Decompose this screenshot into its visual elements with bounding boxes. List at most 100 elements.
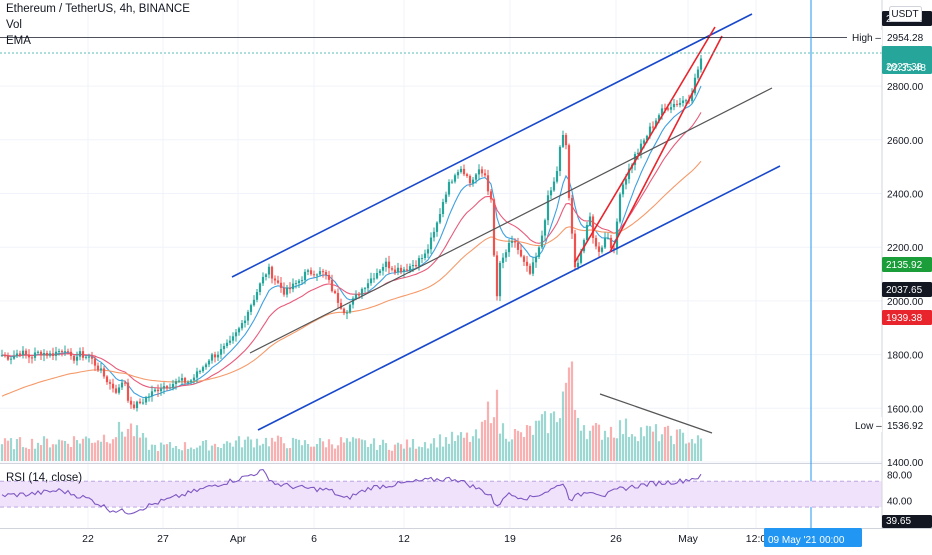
- trendline-drawings[interactable]: [0, 0, 882, 528]
- candle-up: [498, 262, 502, 297]
- candle-down: [594, 237, 598, 247]
- volume-bar: [549, 413, 553, 461]
- volume-bar: [51, 444, 55, 461]
- volume-bar: [291, 437, 295, 461]
- candle-down: [183, 378, 187, 383]
- candle-up: [306, 270, 310, 272]
- candle-up: [57, 351, 61, 353]
- volume-bar: [207, 450, 211, 461]
- candle-down: [156, 389, 160, 392]
- candle-up: [54, 351, 58, 356]
- rsi-current-badge: 39.65: [886, 516, 911, 527]
- volume-bar: [336, 445, 340, 461]
- candle-up: [420, 258, 424, 260]
- volume-bar: [537, 420, 541, 461]
- volume-bar: [543, 411, 547, 461]
- volume-bar: [42, 436, 46, 461]
- candle-down: [525, 261, 529, 266]
- candle-down: [612, 248, 616, 250]
- volume-bar: [138, 437, 142, 461]
- candle-down: [102, 368, 106, 377]
- volume-bar: [672, 444, 676, 461]
- high-value: 2954.28: [887, 33, 924, 44]
- candle-up: [408, 266, 412, 271]
- crosshair-date-badge-bg: [764, 528, 862, 547]
- candle-up: [576, 262, 580, 268]
- volume-bar: [390, 450, 394, 461]
- candle-up: [615, 221, 619, 250]
- volume-bar: [228, 442, 232, 461]
- candle-up: [417, 258, 421, 267]
- candle-down: [165, 386, 169, 389]
- symbol-title[interactable]: Ethereum / TetherUS, 4h, BINANCE: [6, 3, 190, 15]
- volume-bar: [363, 440, 367, 461]
- ema-indicator-label[interactable]: EMA: [6, 35, 31, 47]
- candle-down: [81, 351, 85, 358]
- volume-bar: [267, 446, 271, 461]
- candle-up: [693, 77, 697, 94]
- candle-up: [396, 267, 400, 273]
- candle-up: [360, 288, 364, 296]
- volume-bar: [360, 439, 364, 461]
- candle-up: [246, 311, 250, 321]
- ema-mid-badge-bg: [882, 282, 932, 297]
- volume-bar: [576, 417, 580, 461]
- candle-up: [84, 356, 88, 358]
- volume-bar: [30, 438, 34, 461]
- volume-bar: [645, 425, 649, 461]
- volume-bar: [120, 431, 124, 461]
- candle-up: [561, 134, 565, 147]
- volume-bar: [357, 438, 361, 461]
- volume-bar: [315, 443, 319, 461]
- candle-up: [33, 352, 37, 358]
- volume-bar: [174, 446, 178, 461]
- volume-bar: [441, 446, 445, 461]
- candle-down: [609, 237, 613, 249]
- volume-bar: [3, 438, 7, 461]
- rsi-band: [0, 481, 882, 508]
- volume-bar: [339, 437, 343, 461]
- volume-bar: [225, 441, 229, 461]
- volume-bar: [501, 423, 505, 461]
- candle-up: [450, 181, 454, 183]
- candle-up: [201, 367, 205, 372]
- volume-bar: [48, 447, 52, 461]
- candle-up: [531, 262, 535, 274]
- candle-down: [567, 145, 571, 198]
- rsi-indicator-label[interactable]: RSI (14, close): [6, 472, 83, 484]
- volume-bar: [405, 439, 409, 461]
- candle-up: [555, 171, 559, 182]
- price-tick-label: 2000.00: [887, 297, 924, 308]
- candle-down: [387, 261, 391, 269]
- volume-bar: [675, 429, 679, 461]
- price-badges: 2988.01USDTHigh –2954.282927.3802:35:482…: [764, 6, 932, 547]
- candle-down: [333, 291, 337, 294]
- candle-up: [672, 103, 676, 108]
- candle-up: [603, 238, 607, 248]
- candle-up: [168, 387, 172, 389]
- volume-bar: [189, 447, 193, 461]
- volume-bar: [162, 444, 166, 461]
- candle-up: [375, 272, 379, 279]
- candle-up: [219, 349, 223, 355]
- volume-bar: [21, 447, 25, 461]
- volume-bar: [288, 447, 292, 461]
- candle-down: [27, 354, 31, 358]
- candle-down: [93, 358, 97, 366]
- volume-bar: [99, 441, 103, 461]
- volume-bar: [669, 435, 673, 461]
- price-tick-label: 2600.00: [887, 136, 924, 147]
- candle-up: [135, 401, 139, 409]
- candle-down: [399, 267, 403, 272]
- volume-bar: [420, 447, 424, 461]
- volume-bar: [282, 443, 286, 461]
- volume-bar: [72, 436, 76, 461]
- candle-up: [12, 355, 16, 359]
- rsi-line: [1, 469, 702, 515]
- volume-bar: [633, 436, 637, 461]
- volume-bar: [186, 448, 190, 461]
- price-axis-bg: [882, 0, 932, 550]
- vol-indicator-label[interactable]: Vol: [6, 19, 22, 31]
- candle-down: [309, 270, 313, 275]
